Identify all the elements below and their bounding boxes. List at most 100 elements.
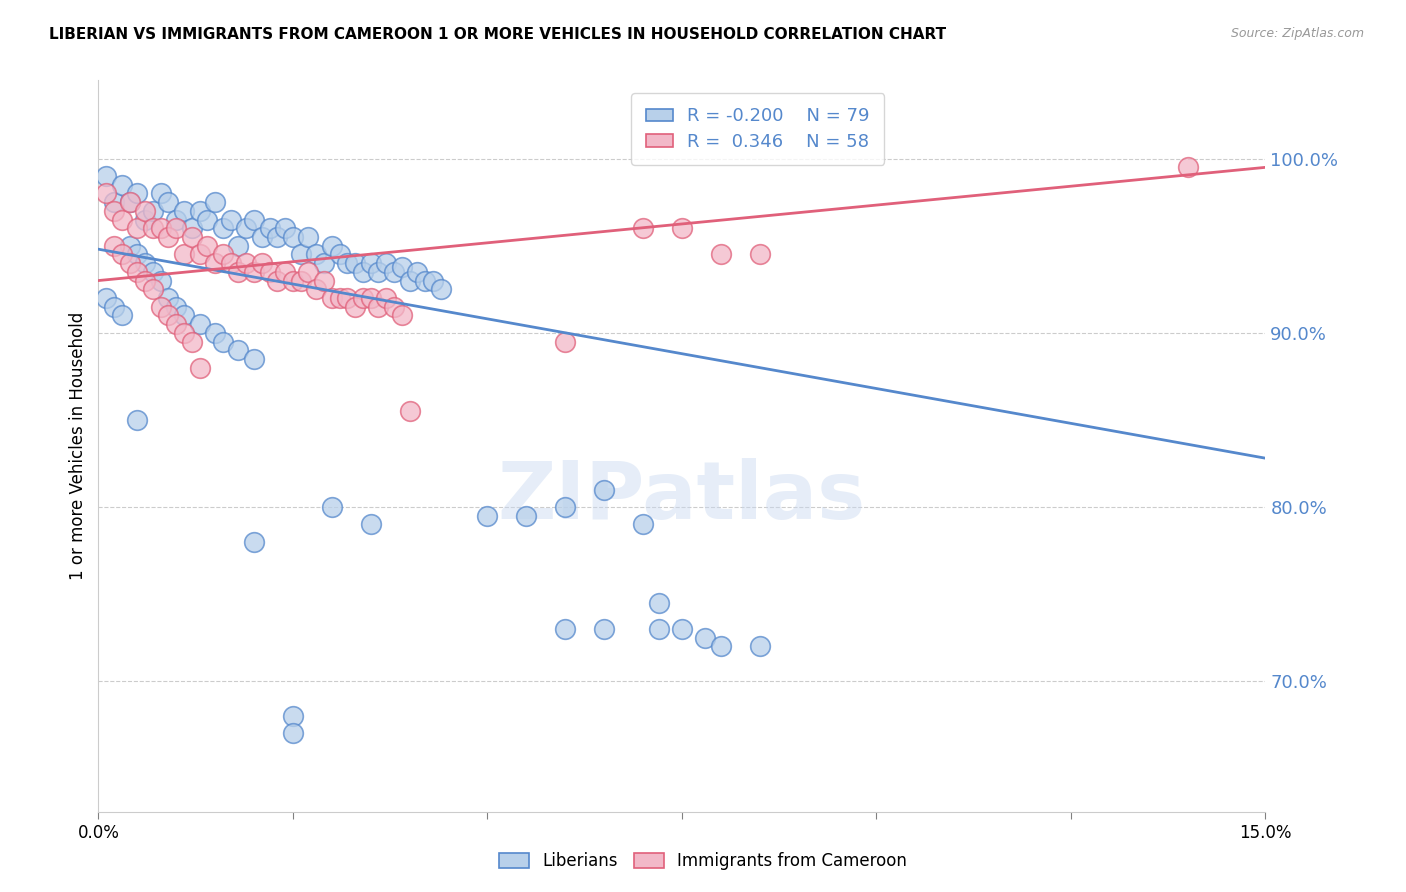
Point bbox=[243, 534, 266, 549]
Point bbox=[134, 256, 156, 270]
Point bbox=[188, 247, 211, 261]
Point bbox=[118, 238, 141, 252]
Point bbox=[554, 500, 576, 514]
Point bbox=[398, 404, 420, 418]
Point bbox=[671, 622, 693, 636]
Point bbox=[134, 203, 156, 218]
Point bbox=[281, 230, 304, 244]
Point bbox=[219, 212, 242, 227]
Legend: Liberians, Immigrants from Cameroon: Liberians, Immigrants from Cameroon bbox=[492, 846, 914, 877]
Point bbox=[344, 300, 367, 314]
Point bbox=[111, 212, 134, 227]
Point bbox=[647, 596, 669, 610]
Point bbox=[173, 326, 195, 340]
Point bbox=[329, 247, 352, 261]
Point bbox=[118, 256, 141, 270]
Point bbox=[243, 265, 266, 279]
Point bbox=[321, 238, 343, 252]
Point bbox=[111, 178, 134, 192]
Point bbox=[149, 274, 172, 288]
Point bbox=[127, 221, 149, 235]
Point bbox=[235, 221, 257, 235]
Point bbox=[134, 274, 156, 288]
Point bbox=[647, 622, 669, 636]
Point bbox=[180, 230, 202, 244]
Point bbox=[312, 256, 335, 270]
Point bbox=[157, 195, 180, 210]
Point bbox=[259, 221, 281, 235]
Point bbox=[157, 309, 180, 323]
Point bbox=[142, 265, 165, 279]
Point bbox=[173, 203, 195, 218]
Point bbox=[228, 265, 250, 279]
Point bbox=[165, 317, 187, 331]
Point bbox=[710, 640, 733, 654]
Point bbox=[631, 221, 654, 235]
Point bbox=[290, 274, 312, 288]
Point bbox=[235, 256, 257, 270]
Point bbox=[96, 169, 118, 183]
Point bbox=[165, 300, 187, 314]
Point bbox=[274, 265, 297, 279]
Point bbox=[266, 274, 288, 288]
Point bbox=[344, 256, 367, 270]
Point bbox=[142, 221, 165, 235]
Y-axis label: 1 or more Vehicles in Household: 1 or more Vehicles in Household bbox=[69, 312, 87, 580]
Point bbox=[165, 212, 187, 227]
Point bbox=[367, 265, 389, 279]
Point bbox=[219, 256, 242, 270]
Point bbox=[382, 265, 405, 279]
Point bbox=[281, 726, 304, 740]
Point bbox=[173, 309, 195, 323]
Point bbox=[243, 351, 266, 366]
Point bbox=[149, 186, 172, 201]
Point bbox=[195, 238, 218, 252]
Point bbox=[297, 265, 319, 279]
Point bbox=[204, 195, 226, 210]
Point bbox=[111, 309, 134, 323]
Point bbox=[413, 274, 436, 288]
Point bbox=[173, 247, 195, 261]
Point bbox=[422, 274, 444, 288]
Point bbox=[103, 203, 125, 218]
Point bbox=[593, 622, 616, 636]
Point bbox=[118, 195, 141, 210]
Point bbox=[398, 274, 420, 288]
Point bbox=[710, 247, 733, 261]
Point bbox=[243, 212, 266, 227]
Point bbox=[748, 640, 770, 654]
Point bbox=[134, 212, 156, 227]
Point bbox=[375, 291, 398, 305]
Point bbox=[1177, 161, 1199, 175]
Point bbox=[188, 317, 211, 331]
Point bbox=[127, 413, 149, 427]
Point bbox=[352, 291, 374, 305]
Point bbox=[290, 247, 312, 261]
Point bbox=[515, 508, 537, 523]
Point bbox=[212, 247, 235, 261]
Point bbox=[142, 282, 165, 296]
Point bbox=[188, 203, 211, 218]
Text: Source: ZipAtlas.com: Source: ZipAtlas.com bbox=[1230, 27, 1364, 40]
Point bbox=[96, 186, 118, 201]
Point bbox=[212, 334, 235, 349]
Point bbox=[157, 291, 180, 305]
Point bbox=[297, 230, 319, 244]
Point bbox=[554, 622, 576, 636]
Point bbox=[281, 274, 304, 288]
Point bbox=[391, 260, 413, 274]
Point bbox=[118, 195, 141, 210]
Point bbox=[312, 274, 335, 288]
Point bbox=[142, 203, 165, 218]
Point bbox=[149, 221, 172, 235]
Point bbox=[165, 221, 187, 235]
Point bbox=[195, 212, 218, 227]
Point bbox=[748, 247, 770, 261]
Point bbox=[429, 282, 451, 296]
Point bbox=[671, 221, 693, 235]
Point bbox=[180, 334, 202, 349]
Point bbox=[305, 282, 328, 296]
Point bbox=[228, 343, 250, 358]
Point bbox=[352, 265, 374, 279]
Point bbox=[228, 238, 250, 252]
